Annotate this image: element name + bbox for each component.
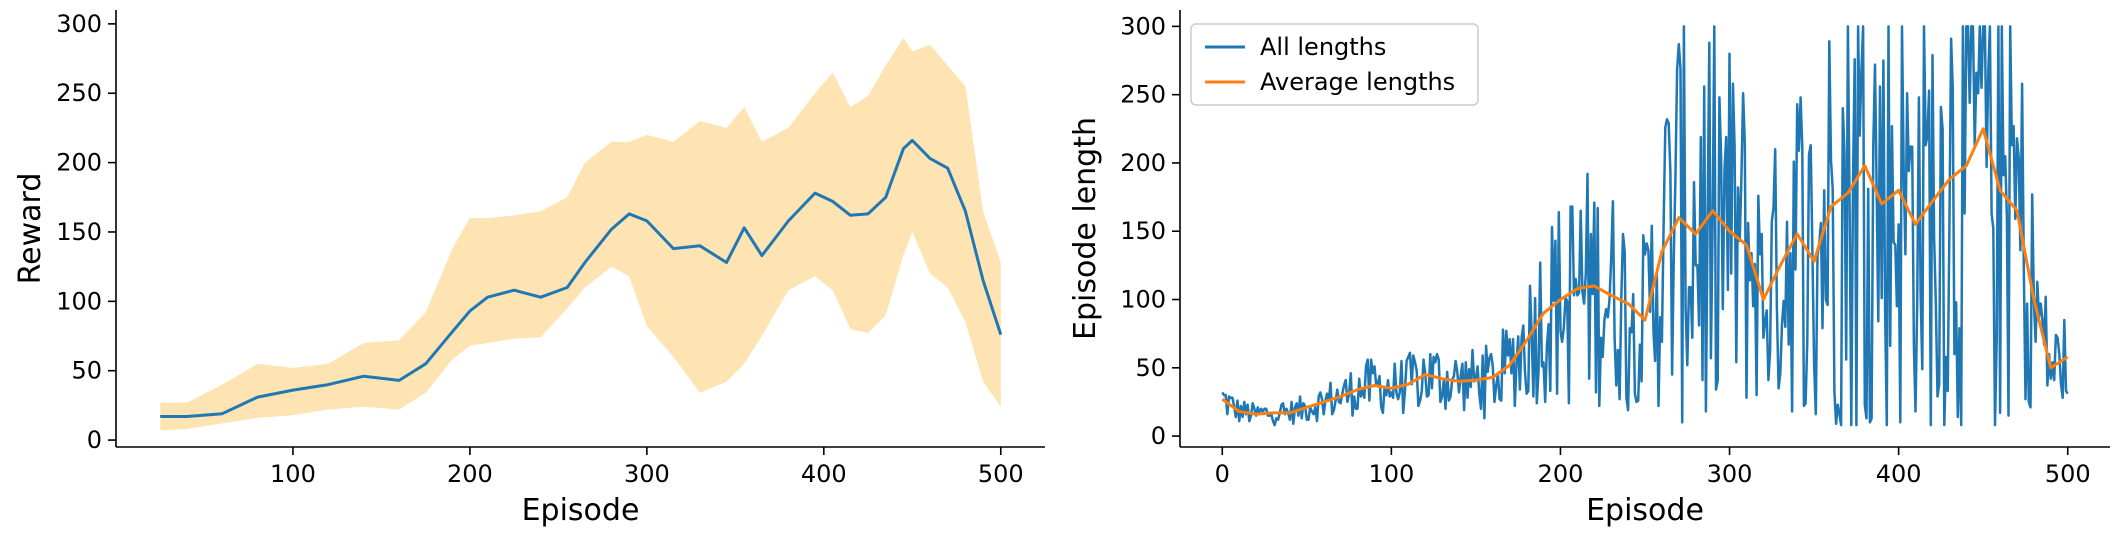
x-tick-label: 300 bbox=[1707, 460, 1753, 488]
y-axis-title: Episode length bbox=[1068, 117, 1103, 340]
legend: All lengths Average lengths bbox=[1190, 23, 1479, 106]
y-tick-label: 150 bbox=[56, 218, 102, 246]
all-lengths-line bbox=[1221, 25, 2069, 427]
x-axis-title: Episode bbox=[1586, 493, 1704, 528]
average-lengths-line bbox=[1221, 127, 2069, 416]
y-tick-label: 250 bbox=[1120, 81, 1166, 109]
y-tick-label: 200 bbox=[1120, 149, 1166, 177]
y-tick-label: 200 bbox=[56, 149, 102, 177]
legend-label: All lengths bbox=[1260, 33, 1386, 61]
episode-length-chart: 0 100 200 300 400 500050100150200250300Episod… bbox=[1068, 10, 2110, 528]
reward-confidence-band bbox=[160, 37, 1001, 431]
y-tick-label: 300 bbox=[56, 10, 102, 38]
legend-label: Average lengths bbox=[1260, 68, 1455, 96]
y-tick-label: 50 bbox=[1135, 354, 1166, 382]
y-tick-label: 0 bbox=[1151, 422, 1166, 450]
y-tick-label: 50 bbox=[71, 357, 102, 385]
y-tick-label: 300 bbox=[1120, 12, 1166, 40]
y-axis-title: Reward bbox=[13, 173, 48, 285]
y-tick-label: 250 bbox=[56, 79, 102, 107]
y-tick-label: 100 bbox=[1120, 286, 1166, 314]
y-tick-label: 0 bbox=[87, 426, 102, 454]
x-tick-label: 500 bbox=[978, 460, 1024, 488]
x-tick-label: 300 bbox=[624, 460, 670, 488]
x-tick-label: 500 bbox=[2045, 460, 2091, 488]
x-tick-label: 200 bbox=[1538, 460, 1584, 488]
x-tick-label: 200 bbox=[447, 460, 493, 488]
x-axis-title: Episode bbox=[522, 493, 640, 528]
x-tick-label: 100 bbox=[270, 460, 316, 488]
x-tick-label: 400 bbox=[1876, 460, 1922, 488]
x-tick-label: 100 bbox=[1368, 460, 1414, 488]
x-tick-label: 400 bbox=[801, 460, 847, 488]
y-tick-label: 150 bbox=[1120, 217, 1166, 245]
legend-box bbox=[1190, 23, 1479, 106]
reward-chart: 100 200 300 400 500 0 50 100 150 200 250 300 Episode… bbox=[13, 10, 1045, 528]
y-tick-label: 100 bbox=[56, 287, 102, 315]
x-tick-label: 0 bbox=[1215, 460, 1230, 488]
reward-line bbox=[160, 138, 1003, 418]
